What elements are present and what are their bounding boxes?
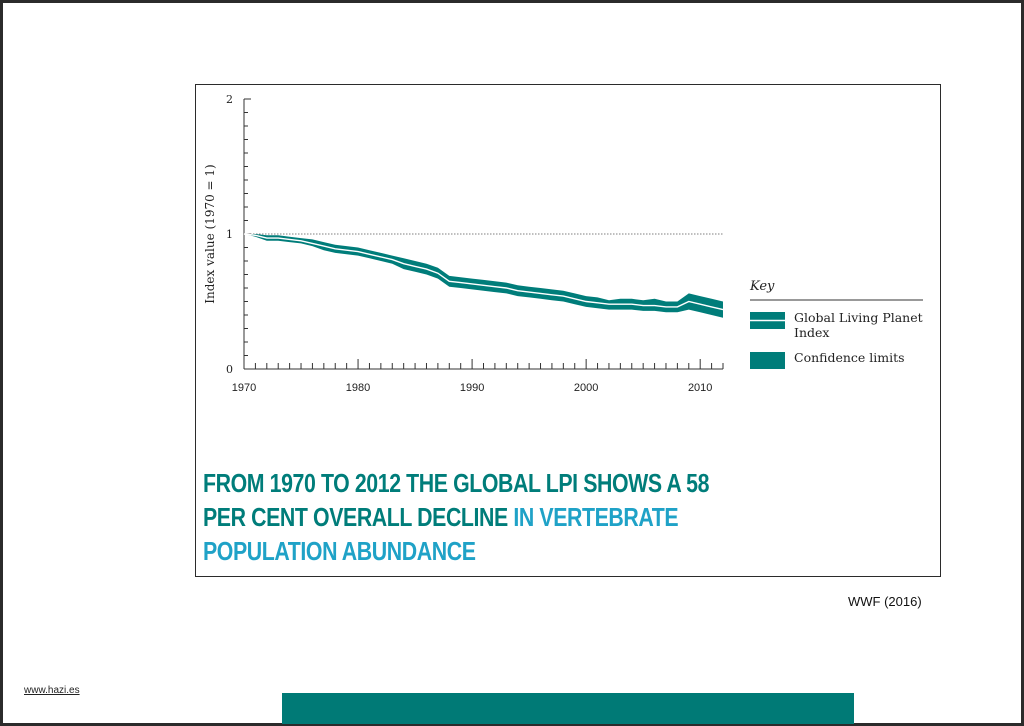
confidence-band [244, 234, 723, 318]
y-tick-label: 0 [226, 363, 233, 376]
footer-bar [282, 693, 854, 724]
x-tick-label: 1990 [460, 382, 484, 394]
caption-highlight: FROM 1970 TO 2012 THE GLOBAL LPI SHOWS A… [203, 468, 710, 532]
x-tick-label: 2010 [688, 382, 712, 394]
figure-caption: FROM 1970 TO 2012 THE GLOBAL LPI SHOWS A… [203, 466, 720, 568]
x-tick-label: 1970 [232, 382, 256, 394]
site-link[interactable]: www.hazi.es [24, 685, 80, 696]
legend-label-index-cont: Index [794, 325, 829, 340]
figure-box: 0 1 2 1970 1980 1990 2000 2010 Index value (1970… [195, 84, 941, 577]
source-citation: WWF (2016) [848, 594, 922, 609]
legend-title: Key [749, 279, 775, 294]
y-axis-label: Index value (1970 = 1) [203, 164, 217, 303]
caption-rest: IN VERTEBRATE POPULATION ABUNDANCE [203, 502, 679, 566]
y-tick-label: 2 [226, 93, 233, 106]
lpi-index-line [243, 233, 724, 311]
x-tick-label: 2000 [574, 382, 598, 394]
legend-swatch-confidence [750, 352, 785, 369]
y-tick-label: 1 [226, 228, 233, 241]
legend-label-index: Global Living Planet [794, 310, 923, 325]
legend-label-confidence: Confidence limits [794, 350, 905, 365]
x-tick-label: 1980 [346, 382, 370, 394]
lpi-chart: 0 1 2 1970 1980 1990 2000 2010 Index value (1970… [203, 93, 923, 394]
